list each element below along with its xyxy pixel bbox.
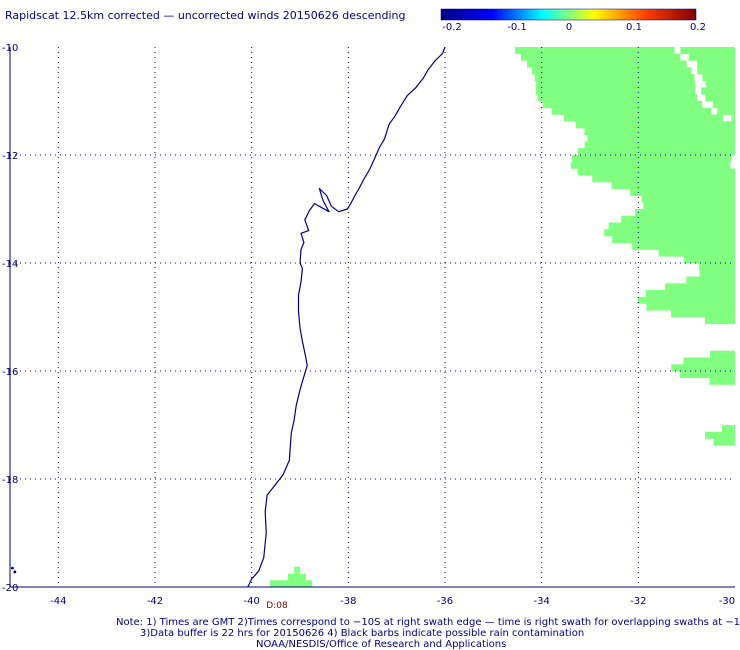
swath-cell bbox=[712, 101, 735, 109]
lon-tick-label: -32 bbox=[630, 596, 646, 607]
swath-time-label: D:08 bbox=[266, 601, 288, 611]
swath-cell bbox=[717, 107, 735, 115]
colorbar-gradient bbox=[440, 8, 697, 21]
swath-cell bbox=[563, 114, 724, 122]
swath-cell bbox=[587, 134, 735, 142]
swath-cell bbox=[537, 94, 698, 102]
swath-cell bbox=[604, 229, 735, 237]
lat-tick-label: -12 bbox=[2, 151, 18, 162]
colorbar: -0.2 -0.1 0 0.1 0.2 bbox=[440, 8, 706, 33]
colorbar-tick-label: 0 bbox=[566, 22, 572, 33]
swath-cell bbox=[621, 215, 735, 223]
island-mark bbox=[11, 566, 14, 570]
swath-cell bbox=[534, 74, 695, 82]
swath-cell bbox=[612, 236, 735, 244]
swath-cell bbox=[577, 168, 735, 176]
swath-cell bbox=[635, 209, 735, 217]
swath-cell bbox=[713, 438, 735, 446]
lat-tick-label: -16 bbox=[2, 367, 18, 378]
swath-cell bbox=[551, 107, 712, 115]
axis-labels: -44 -42 -40 -38 -36 -34 -32 -30 -10 -12 -14 -16 -18 -… bbox=[2, 43, 735, 611]
swath-cell bbox=[688, 53, 735, 61]
note-line-1: Note: 1) Times are GMT 2)Times correspon… bbox=[116, 617, 740, 628]
swath-cell bbox=[705, 80, 735, 88]
swath-cell bbox=[702, 74, 735, 82]
swath-cell bbox=[592, 175, 735, 183]
swath-cell bbox=[531, 67, 692, 75]
swath-cell bbox=[658, 249, 735, 257]
swath-data bbox=[270, 47, 735, 588]
swath-cell bbox=[535, 87, 696, 95]
swath-cell bbox=[287, 573, 306, 581]
swath-cell bbox=[721, 425, 735, 433]
swath-cell bbox=[731, 114, 735, 122]
swath-cell bbox=[632, 242, 735, 250]
swath-cell bbox=[709, 350, 735, 358]
swath-cell bbox=[575, 121, 735, 129]
swath-cell bbox=[699, 269, 735, 277]
swath-cell bbox=[683, 357, 735, 365]
colorbar-tick-label: -0.2 bbox=[442, 22, 462, 33]
swath-cell bbox=[697, 67, 735, 75]
swath-cell bbox=[578, 148, 735, 156]
swath-cell bbox=[705, 94, 735, 102]
swath-cell bbox=[643, 202, 735, 210]
swath-cell bbox=[535, 80, 696, 88]
swath-cell bbox=[270, 580, 313, 588]
swath-cell bbox=[701, 87, 735, 95]
lon-tick-label: -30 bbox=[719, 596, 735, 607]
swath-cell bbox=[294, 566, 300, 574]
swath-cell bbox=[680, 47, 735, 55]
lon-tick-label: -38 bbox=[340, 596, 356, 607]
swath-cell bbox=[520, 53, 681, 61]
lon-tick-label: -44 bbox=[50, 596, 66, 607]
lon-tick-label: -36 bbox=[437, 596, 453, 607]
lat-tick-label: -10 bbox=[2, 43, 18, 54]
swath-cell bbox=[608, 222, 735, 230]
lon-tick-label: -34 bbox=[533, 596, 549, 607]
coastline-path bbox=[247, 46, 446, 588]
swath-cell bbox=[515, 47, 675, 55]
swath-cell bbox=[570, 161, 731, 169]
swath-cell bbox=[645, 290, 735, 298]
swath-cell bbox=[629, 188, 735, 196]
swath-cell bbox=[571, 155, 732, 163]
swath-cell bbox=[671, 364, 735, 372]
swath-cell bbox=[584, 141, 735, 149]
swath-cell bbox=[709, 377, 735, 385]
note-line-3: NOAA/NESDIS/Office of Research and Appli… bbox=[256, 639, 507, 650]
lat-lon-grid bbox=[10, 47, 735, 587]
coastline bbox=[11, 46, 446, 588]
map-title: Rapidscat 12.5km corrected — uncorrected… bbox=[5, 9, 406, 22]
colorbar-tick-label: -0.1 bbox=[507, 22, 527, 33]
swath-cell bbox=[671, 310, 735, 318]
swath-cell bbox=[646, 303, 735, 311]
swath-cell bbox=[683, 256, 735, 264]
lon-tick-label: -42 bbox=[147, 596, 163, 607]
lon-tick-label: -40 bbox=[243, 596, 259, 607]
swath-cell bbox=[584, 128, 735, 136]
colorbar-tick-label: 0.1 bbox=[626, 22, 642, 33]
map-frame bbox=[9, 47, 735, 588]
swath-cell bbox=[665, 283, 735, 291]
lat-tick-label: -18 bbox=[2, 475, 18, 486]
colorbar-tick-label: 0.2 bbox=[690, 22, 706, 33]
swath-cell bbox=[697, 60, 735, 68]
swath-cell bbox=[542, 101, 703, 109]
swath-cell bbox=[704, 431, 735, 439]
lat-tick-label: -14 bbox=[2, 259, 18, 270]
swath-cell bbox=[641, 195, 735, 203]
swath-cell bbox=[680, 371, 735, 379]
swath-cell bbox=[611, 182, 735, 190]
swath-cell bbox=[704, 317, 735, 325]
swath-cell bbox=[698, 263, 735, 271]
swath-cell bbox=[637, 296, 735, 304]
island-mark bbox=[13, 570, 17, 574]
swath-cell bbox=[686, 276, 735, 284]
lat-tick-label: -20 bbox=[2, 583, 18, 594]
note-line-2: 3)Data buffer is 22 hrs for 20150626 4) … bbox=[140, 628, 585, 639]
swath-cell bbox=[527, 60, 687, 68]
